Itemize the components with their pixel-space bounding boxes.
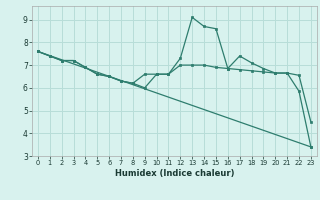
X-axis label: Humidex (Indice chaleur): Humidex (Indice chaleur) — [115, 169, 234, 178]
